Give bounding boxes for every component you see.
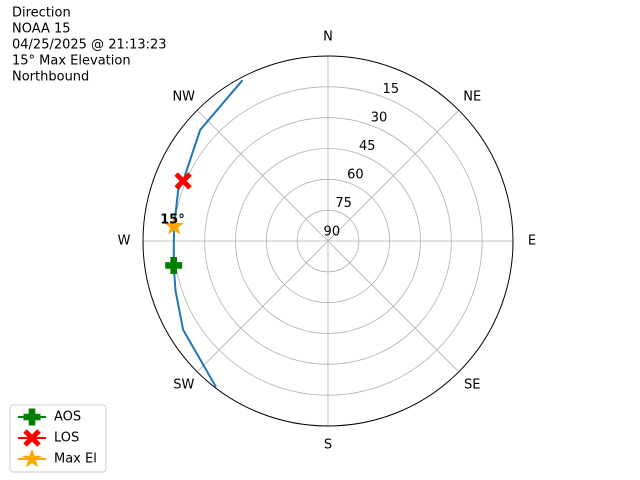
direction-label: SW (173, 378, 194, 393)
direction-label: NE (463, 89, 481, 104)
ring-grid-line (235, 148, 421, 334)
legend-marker (23, 408, 41, 426)
radial-tick-label: 30 (371, 110, 388, 125)
title-line: 04/25/2025 @ 21:13:23 (12, 38, 167, 53)
marker-plus (165, 256, 183, 274)
marker-star (164, 215, 184, 235)
radial-tick-label: 15 (383, 82, 400, 97)
radial-tick-label: 60 (347, 167, 364, 182)
outer-circle (142, 55, 514, 427)
direction-label: SE (464, 378, 480, 393)
ring-grid-line (204, 117, 452, 365)
radial-tick-label: 90 (324, 224, 341, 239)
direction-label: NW (172, 89, 195, 104)
ring-grid-line (265, 178, 391, 304)
legend-marker (23, 429, 41, 447)
title-line: Northbound (12, 70, 89, 85)
pass-line (172, 79, 244, 388)
direction-label: E (528, 234, 536, 249)
direction-label: W (118, 234, 131, 249)
marker-x (174, 172, 192, 190)
legend-label: AOS (54, 410, 81, 425)
radial-tick-label: 75 (335, 196, 352, 211)
legend-label: Max El (54, 452, 97, 467)
annotation: 15° (160, 213, 185, 228)
title-line: 15° Max Elevation (12, 54, 131, 69)
direction-label: N (323, 30, 333, 45)
legend-marker (22, 448, 42, 468)
title-line: NOAA 15 (12, 22, 71, 37)
radial-tick-label: 45 (359, 139, 376, 154)
legend-label: LOS (54, 431, 79, 446)
direction-label: S (324, 438, 332, 453)
ring-grid-line (296, 209, 360, 273)
title-line: Direction (12, 6, 71, 21)
